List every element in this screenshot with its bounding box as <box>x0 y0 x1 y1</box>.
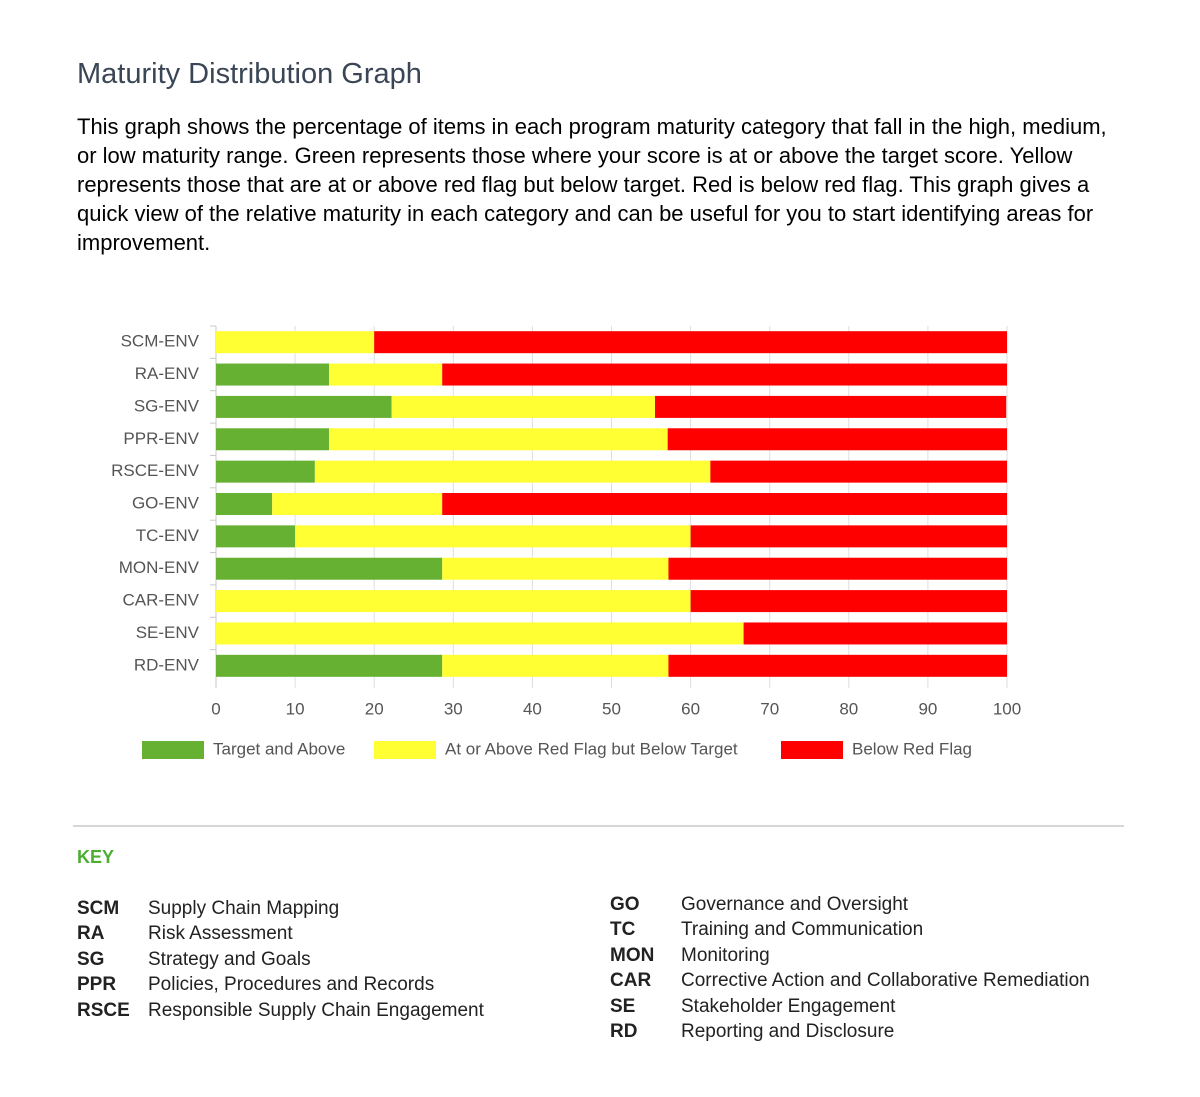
key-row: CAR Corrective Action and Collaborative R… <box>610 969 1090 995</box>
bar-segment <box>655 395 1007 418</box>
key-name: Supply Chain Mapping <box>148 897 340 919</box>
key-row: SG Strategy and Goals <box>77 947 484 973</box>
key-name: Reporting and Disclosure <box>681 1021 895 1043</box>
bar-segment <box>216 590 691 613</box>
page-title: Maturity Distribution Graph <box>77 58 422 90</box>
bar-segment <box>710 460 1007 483</box>
key-abbr: RD <box>610 1021 638 1043</box>
y-tick-label: RD-ENV <box>134 655 200 674</box>
bar-segment <box>329 363 443 386</box>
key-name: Risk Assessment <box>148 923 293 945</box>
x-tick-label: 40 <box>523 699 542 718</box>
key-abbr: RSCE <box>77 999 130 1021</box>
chart: 0 10 20 30 40 50 60 70 80 90 100 SCM-ENV RA-ENV SG-EN… <box>111 325 1021 759</box>
legend-swatch <box>781 741 843 759</box>
x-tick-label: 60 <box>681 699 700 718</box>
bar-segment <box>442 654 669 677</box>
x-tick-label: 50 <box>602 699 621 718</box>
bar-segment <box>391 395 656 418</box>
bar-segment <box>668 557 1007 580</box>
separator <box>73 825 1124 827</box>
bar-segment <box>668 654 1007 677</box>
key-title: KEY <box>77 847 115 867</box>
bar-segment <box>667 428 1007 451</box>
key-name: Policies, Procedures and Records <box>148 974 435 996</box>
y-tick-label: RA-ENV <box>135 364 200 383</box>
bar-segment <box>295 525 691 548</box>
bar-segment <box>690 525 1007 548</box>
bar-segment <box>314 460 711 483</box>
bar-segment <box>216 331 375 354</box>
key-abbr: MON <box>610 944 655 966</box>
key-row: RSCE Responsible Supply Chain Engagement <box>77 998 484 1024</box>
y-tick-label: TC-ENV <box>136 526 200 545</box>
x-tick-label: 90 <box>918 699 937 718</box>
bar-segment <box>442 493 1007 515</box>
y-tick-label: CAR-ENV <box>122 591 199 610</box>
x-tick-label: 0 <box>211 699 220 718</box>
bar-segment <box>216 395 392 418</box>
bar-segment <box>216 557 443 580</box>
bar-segment <box>690 590 1007 613</box>
key-name: Corrective Action and Collaborative Reme… <box>681 970 1090 992</box>
bar-segment <box>442 363 1007 386</box>
key-abbr: SG <box>77 948 105 970</box>
key-row: GO Governance and Oversight <box>610 892 1090 918</box>
bar-segment <box>216 493 273 515</box>
key-row: MON Monitoring <box>610 943 1090 969</box>
key-abbr: TC <box>610 919 636 941</box>
bar-segment <box>442 557 669 580</box>
legend-label: Target and Above <box>213 739 345 758</box>
x-tick-label: 70 <box>760 699 779 718</box>
key-right: GO Governance and Oversight TC Training and… <box>610 892 1090 1045</box>
y-tick-label: PPR-ENV <box>123 429 199 448</box>
x-tick-label: 30 <box>444 699 463 718</box>
key-name: Responsible Supply Chain Engagement <box>148 999 484 1021</box>
legend-label: Below Red Flag <box>852 739 972 758</box>
y-tick-label: SE-ENV <box>136 623 200 642</box>
key-abbr: SE <box>610 995 636 1017</box>
key-name: Strategy and Goals <box>148 948 311 970</box>
key-abbr: PPR <box>77 974 117 996</box>
x-tick-label: 20 <box>365 699 384 718</box>
key-name: Governance and Oversight <box>681 893 909 915</box>
y-tick-label: SCM-ENV <box>121 332 200 351</box>
bar-segment <box>216 525 296 548</box>
y-tick-label: RSCE-ENV <box>111 461 200 480</box>
key-name: Monitoring <box>681 944 770 966</box>
key-row: RD Reporting and Disclosure <box>610 1020 1090 1046</box>
bar-segment <box>329 428 668 451</box>
bar-segment <box>272 493 443 515</box>
key-abbr: CAR <box>610 970 652 992</box>
y-tick-label: MON-ENV <box>119 558 200 577</box>
x-tick-label: 100 <box>993 699 1021 718</box>
key-abbr: SCM <box>77 897 120 919</box>
key-row: RA Risk Assessment <box>77 922 484 948</box>
bar-segment <box>216 428 330 451</box>
x-tick-label: 10 <box>286 699 305 718</box>
y-tick-label: GO-ENV <box>132 493 200 512</box>
key-row: TC Training and Communication <box>610 918 1090 944</box>
legend-swatch <box>374 741 436 759</box>
bar-segment <box>216 460 315 483</box>
legend-swatch <box>142 741 204 759</box>
key-name: Training and Communication <box>681 919 924 941</box>
key-name: Stakeholder Engagement <box>681 995 896 1017</box>
description: This graph shows the percentage of items… <box>77 114 1107 255</box>
key-row: SCM Supply Chain Mapping <box>77 896 484 922</box>
bar-segment <box>743 622 1007 645</box>
key-abbr: RA <box>77 923 105 945</box>
bar-segment <box>216 363 330 386</box>
key-left: SCM Supply Chain Mapping RA Risk Assessment… <box>77 896 484 1024</box>
x-tick-label: 80 <box>839 699 858 718</box>
bar-segment <box>374 331 1007 354</box>
key-row: SE Stakeholder Engagement <box>610 994 1090 1020</box>
key-row: PPR Policies, Procedures and Records <box>77 973 484 999</box>
bar-segment <box>216 622 744 645</box>
bar-segment <box>216 654 443 677</box>
y-tick-label: SG-ENV <box>134 396 200 415</box>
key-abbr: GO <box>610 893 640 915</box>
legend-label: At or Above Red Flag but Below Target <box>445 739 738 758</box>
